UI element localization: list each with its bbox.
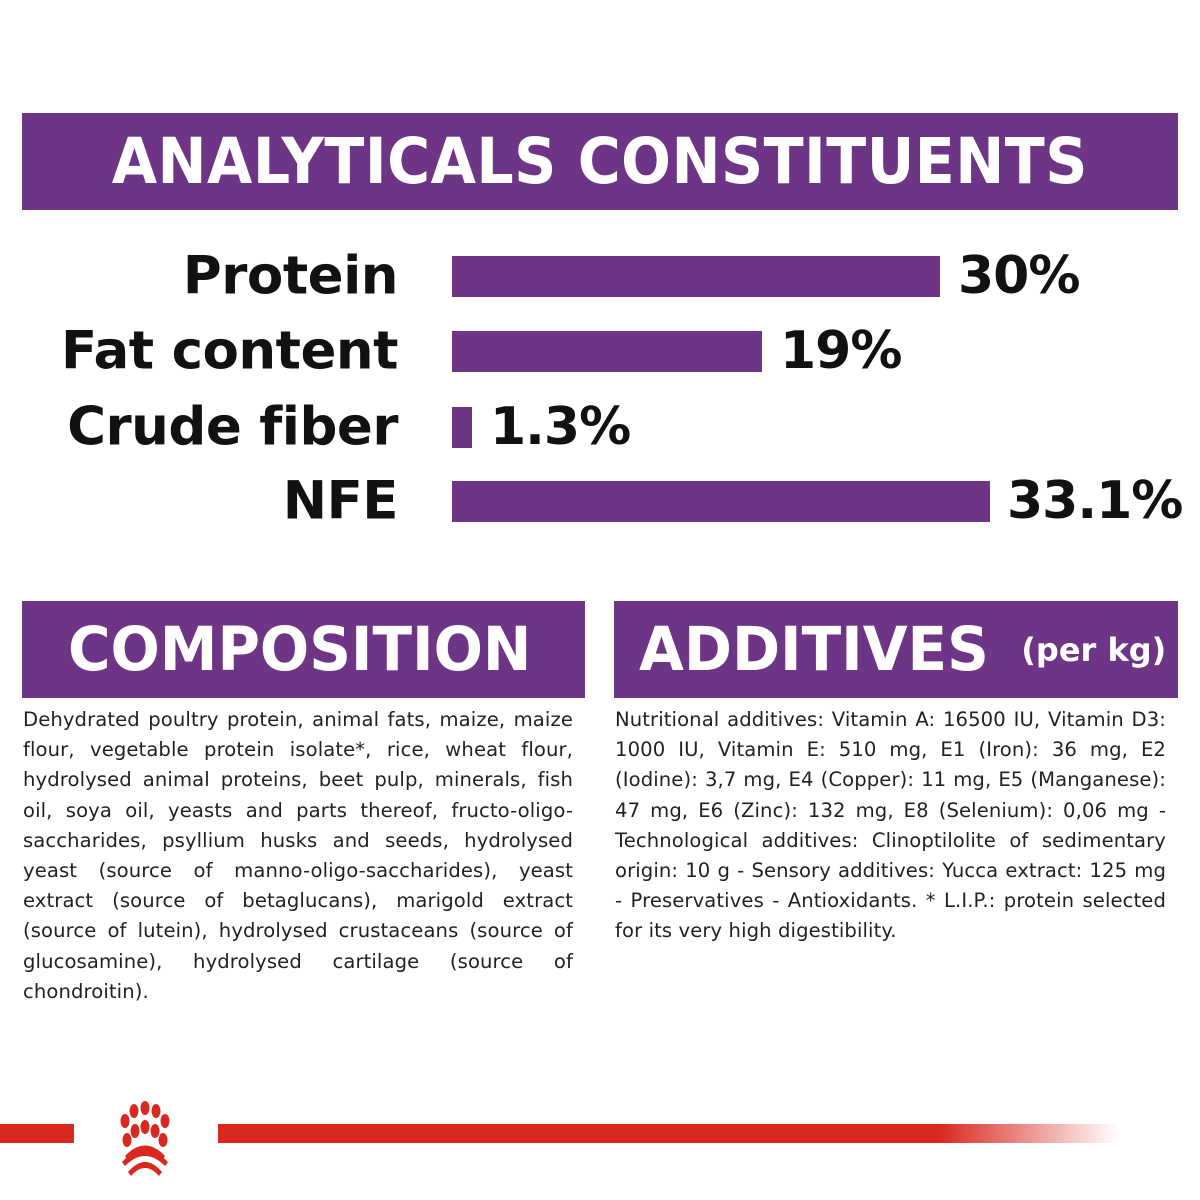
bar [452,256,940,297]
brand-footer [0,1100,1200,1180]
composition-text: Dehydrated poultry protein, animal fats,… [23,708,573,1003]
chart-row-nfe: NFE 33.1% [0,471,1200,532]
bar-label: NFE [282,470,399,532]
bar-value: 1.3% [490,397,631,457]
bar [452,331,762,372]
bar-value: 19% [780,321,902,381]
chart-row-crude-fiber: Crude fiber 1.3% [0,397,1200,458]
bar [452,407,472,448]
footer-red-line-left [0,1124,74,1143]
footer-red-line-right [218,1124,1118,1143]
chart-row-fat-content: Fat content 19% [0,321,1200,382]
additives-subtitle: (per kg) [1021,630,1167,669]
bar-label: Crude fiber [67,396,398,458]
chart-row-protein: Protein 30% [0,246,1200,307]
bar-value: 30% [958,246,1080,306]
additives-text: Nutritional additives: Vitamin A: 16500 … [615,708,1166,943]
bar [452,481,990,522]
additives-header: ADDITIVES (per kg) [614,601,1178,698]
bar-label: Fat content [60,320,399,382]
crown-paw-logo-icon [120,1101,170,1176]
analytical-constituents-header: ANALYTICALS CONSTITUENTS [22,113,1178,210]
composition-title: COMPOSITION [68,614,532,685]
composition-header: COMPOSITION [22,601,585,698]
bar-value: 33.1% [1007,471,1183,531]
additives-title: ADDITIVES [639,614,989,685]
header-title: ANALYTICALS CONSTITUENTS [111,125,1089,198]
bar-label: Protein [182,245,399,307]
